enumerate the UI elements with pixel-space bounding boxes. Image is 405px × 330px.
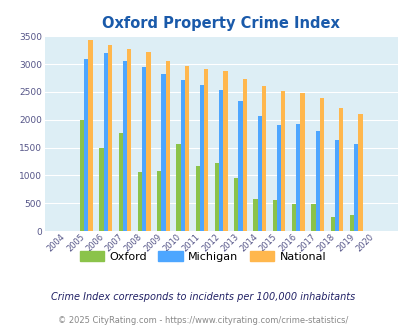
Bar	[80, 120, 84, 231]
Bar	[242, 79, 246, 231]
Bar	[300, 93, 304, 231]
Bar	[330, 217, 334, 231]
Bar	[349, 215, 353, 231]
Bar	[334, 140, 338, 231]
Bar	[338, 108, 343, 231]
Bar	[146, 52, 150, 231]
Bar	[223, 71, 227, 231]
Bar	[296, 124, 300, 231]
Bar	[319, 98, 323, 231]
Bar	[195, 166, 199, 231]
Bar	[291, 204, 296, 231]
Bar	[137, 172, 142, 231]
Bar	[161, 74, 165, 231]
Bar	[84, 58, 88, 231]
Bar	[204, 69, 208, 231]
Bar	[122, 61, 127, 231]
Bar	[99, 148, 103, 231]
Bar	[238, 101, 242, 231]
Bar	[103, 53, 107, 231]
Bar	[127, 49, 131, 231]
Bar	[214, 163, 219, 231]
Bar	[165, 61, 169, 231]
Bar	[88, 40, 92, 231]
Bar	[315, 131, 319, 231]
Text: © 2025 CityRating.com - https://www.cityrating.com/crime-statistics/: © 2025 CityRating.com - https://www.city…	[58, 315, 347, 325]
Bar	[219, 90, 223, 231]
Bar	[353, 144, 358, 231]
Bar	[261, 86, 266, 231]
Bar	[157, 172, 161, 231]
Bar	[311, 204, 315, 231]
Title: Oxford Property Crime Index: Oxford Property Crime Index	[102, 16, 339, 31]
Bar	[142, 67, 146, 231]
Bar	[107, 45, 112, 231]
Bar	[180, 80, 184, 231]
Bar	[199, 85, 204, 231]
Bar	[234, 178, 238, 231]
Bar	[281, 91, 285, 231]
Text: Crime Index corresponds to incidents per 100,000 inhabitants: Crime Index corresponds to incidents per…	[51, 292, 354, 302]
Bar	[176, 144, 180, 231]
Bar	[184, 66, 189, 231]
Bar	[272, 200, 276, 231]
Bar	[358, 114, 362, 231]
Legend: Oxford, Michigan, National: Oxford, Michigan, National	[75, 247, 330, 267]
Bar	[253, 199, 257, 231]
Bar	[276, 125, 281, 231]
Bar	[257, 116, 261, 231]
Bar	[118, 133, 122, 231]
